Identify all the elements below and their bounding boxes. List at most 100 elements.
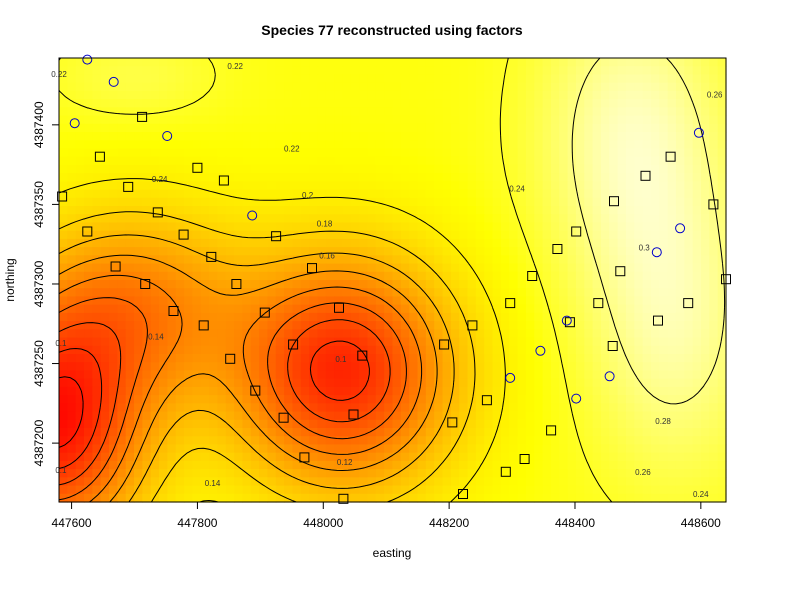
heatmap-cell <box>259 460 269 470</box>
heatmap-cell <box>659 395 669 404</box>
heatmap-cell <box>625 460 635 470</box>
heatmap-cell <box>550 82 560 92</box>
heatmap-cell <box>617 469 627 478</box>
heatmap-cell <box>492 214 502 224</box>
heatmap-cell <box>467 115 477 125</box>
heatmap-cell <box>634 90 644 100</box>
heatmap-cell <box>592 370 602 380</box>
heatmap-cell <box>225 403 235 413</box>
heatmap-cell <box>259 329 269 339</box>
heatmap-cell <box>375 411 385 421</box>
heatmap-cell <box>475 403 485 413</box>
heatmap-cell <box>309 181 319 191</box>
heatmap-cell <box>500 238 510 248</box>
heatmap-cell <box>250 428 260 437</box>
heatmap-cell <box>200 354 210 363</box>
heatmap-cell <box>550 477 560 487</box>
heatmap-cell <box>134 354 143 363</box>
heatmap-cell <box>475 477 485 487</box>
heatmap-cell <box>342 296 352 306</box>
heatmap-cell <box>509 337 519 347</box>
heatmap-cell <box>550 321 560 330</box>
heatmap-cell <box>300 304 310 314</box>
heatmap-cell <box>200 419 210 429</box>
heatmap-cell <box>359 222 369 232</box>
heatmap-cell <box>292 493 302 503</box>
heatmap-cell <box>400 263 410 273</box>
heatmap-cell <box>159 164 168 174</box>
heatmap-cell <box>317 288 327 298</box>
heatmap-cell <box>659 255 669 265</box>
heatmap-cell <box>134 452 143 462</box>
heatmap-cell <box>434 181 444 191</box>
heatmap-cell <box>634 321 644 330</box>
heatmap-cell <box>292 58 302 67</box>
heatmap-cell <box>84 337 93 347</box>
heatmap-cell <box>534 82 544 92</box>
heatmap-cell <box>167 99 177 108</box>
heatmap-cell <box>492 452 502 462</box>
heatmap-cell <box>250 312 260 322</box>
heatmap-cell <box>67 280 77 289</box>
heatmap-cell <box>317 181 327 191</box>
heatmap-cell <box>200 411 210 421</box>
heatmap-cell <box>267 115 277 125</box>
heatmap-cell <box>575 493 585 503</box>
heatmap-cell <box>625 485 635 495</box>
heatmap-cell <box>484 386 494 396</box>
heatmap-cell <box>167 280 177 289</box>
heatmap-cell <box>442 74 452 84</box>
heatmap-cell <box>525 74 535 84</box>
heatmap-cell <box>175 444 185 454</box>
heatmap-cell <box>275 214 285 224</box>
heatmap-cell <box>134 370 143 380</box>
heatmap-cell <box>675 370 685 380</box>
heatmap-cell <box>134 436 143 446</box>
heatmap-cell <box>534 386 544 396</box>
heatmap-cell <box>584 123 594 133</box>
heatmap-cell <box>700 222 710 232</box>
heatmap-cell <box>409 280 419 289</box>
circle-point <box>675 223 686 234</box>
heatmap-cell <box>200 386 210 396</box>
heatmap-cell <box>400 493 410 503</box>
heatmap-cell <box>134 280 143 289</box>
heatmap-cell <box>475 362 485 372</box>
heatmap-cell <box>484 132 494 141</box>
heatmap-cell <box>684 436 694 446</box>
heatmap-cell <box>667 58 677 67</box>
heatmap-cell <box>434 115 444 125</box>
heatmap-cell <box>125 99 135 108</box>
heatmap-cell <box>267 140 277 150</box>
heatmap-cell <box>192 230 202 240</box>
heatmap-cell <box>209 206 219 215</box>
heatmap-cell <box>217 247 227 256</box>
heatmap-cell <box>650 312 660 322</box>
heatmap-cell <box>342 247 352 256</box>
heatmap-cell <box>117 386 127 396</box>
heatmap-cell <box>142 304 152 314</box>
heatmap-cell <box>484 148 494 158</box>
heatmap-cell <box>375 345 385 355</box>
heatmap-cell <box>667 247 677 256</box>
x-tick-label: 448000 <box>303 516 343 530</box>
heatmap-cell <box>350 140 360 150</box>
heatmap-cell <box>484 477 494 487</box>
heatmap-cell <box>334 329 344 339</box>
heatmap-cell <box>150 189 160 199</box>
heatmap-cell <box>667 99 677 108</box>
heatmap-cell <box>200 345 210 355</box>
heatmap-cell <box>309 90 319 100</box>
heatmap-cell <box>359 395 369 404</box>
heatmap-cell <box>492 263 502 273</box>
heatmap-cell <box>225 214 235 224</box>
heatmap-cell <box>509 469 519 478</box>
heatmap-cell <box>75 411 85 421</box>
heatmap-cell <box>434 189 444 199</box>
heatmap-cell <box>500 140 510 150</box>
heatmap-cell <box>384 164 394 174</box>
heatmap-cell <box>400 403 410 413</box>
heatmap-cell <box>267 493 277 503</box>
heatmap-cell <box>375 189 385 199</box>
heatmap-cell <box>275 140 285 150</box>
